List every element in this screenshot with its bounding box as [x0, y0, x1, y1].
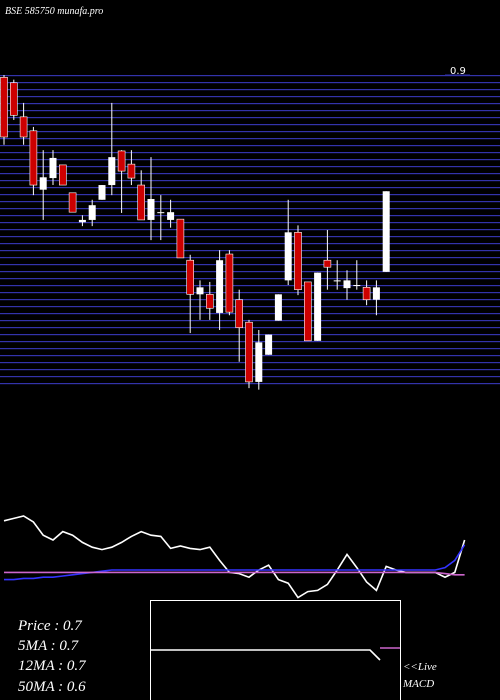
candle-body — [147, 199, 155, 220]
candle-body — [78, 219, 86, 223]
chart-title: BSE 585750 munafa.pro — [5, 6, 103, 17]
candle-body — [68, 192, 77, 213]
indicator-line — [4, 544, 466, 581]
candle-body — [216, 260, 224, 313]
candle-body — [49, 157, 57, 179]
candle-body — [19, 116, 28, 138]
candle-body — [225, 253, 234, 313]
candle-body — [362, 287, 371, 301]
candle-body — [206, 294, 214, 309]
candle-body — [333, 280, 341, 282]
candle-body — [343, 280, 351, 289]
candle-body — [235, 299, 243, 328]
candle-body — [382, 191, 390, 272]
indicator-line — [4, 571, 465, 576]
indicator-line — [3, 515, 466, 599]
candle-body — [284, 232, 292, 281]
candle-body — [265, 334, 273, 355]
candle-body — [117, 150, 126, 172]
candle-body — [303, 281, 312, 342]
info-price: Price : 0.7 — [17, 618, 83, 634]
candle-body — [127, 163, 136, 179]
candle-body — [108, 157, 116, 186]
y-tick-label: 0.9 — [450, 66, 466, 77]
candle-body — [88, 205, 96, 220]
candle-body — [58, 164, 67, 186]
candle-body — [157, 212, 165, 214]
candle-body — [39, 177, 47, 190]
candle-body — [196, 287, 204, 295]
candle-body — [0, 77, 8, 138]
info-50ma: 50MA : 0.6 — [18, 679, 86, 695]
candle-body — [137, 184, 145, 221]
candle-body — [167, 212, 175, 220]
candle-body — [255, 342, 263, 382]
candle-body — [29, 130, 38, 186]
info-5ma: 5MA : 0.7 — [18, 638, 80, 654]
candle-body — [176, 218, 185, 259]
candle-body — [245, 321, 253, 383]
candle-body — [314, 272, 322, 341]
live-label: <<Live — [403, 661, 437, 673]
candle-body — [353, 285, 361, 287]
info-12ma: 12MA : 0.7 — [18, 658, 87, 674]
candle-body — [10, 82, 18, 116]
candle-body — [98, 185, 106, 200]
macd-label: MACD — [402, 678, 434, 690]
indicator-line — [150, 649, 381, 661]
candle-body — [274, 294, 282, 321]
candle-body — [294, 232, 302, 290]
candle-body — [323, 259, 332, 268]
candle-body — [372, 287, 380, 300]
candle-body — [186, 259, 194, 295]
